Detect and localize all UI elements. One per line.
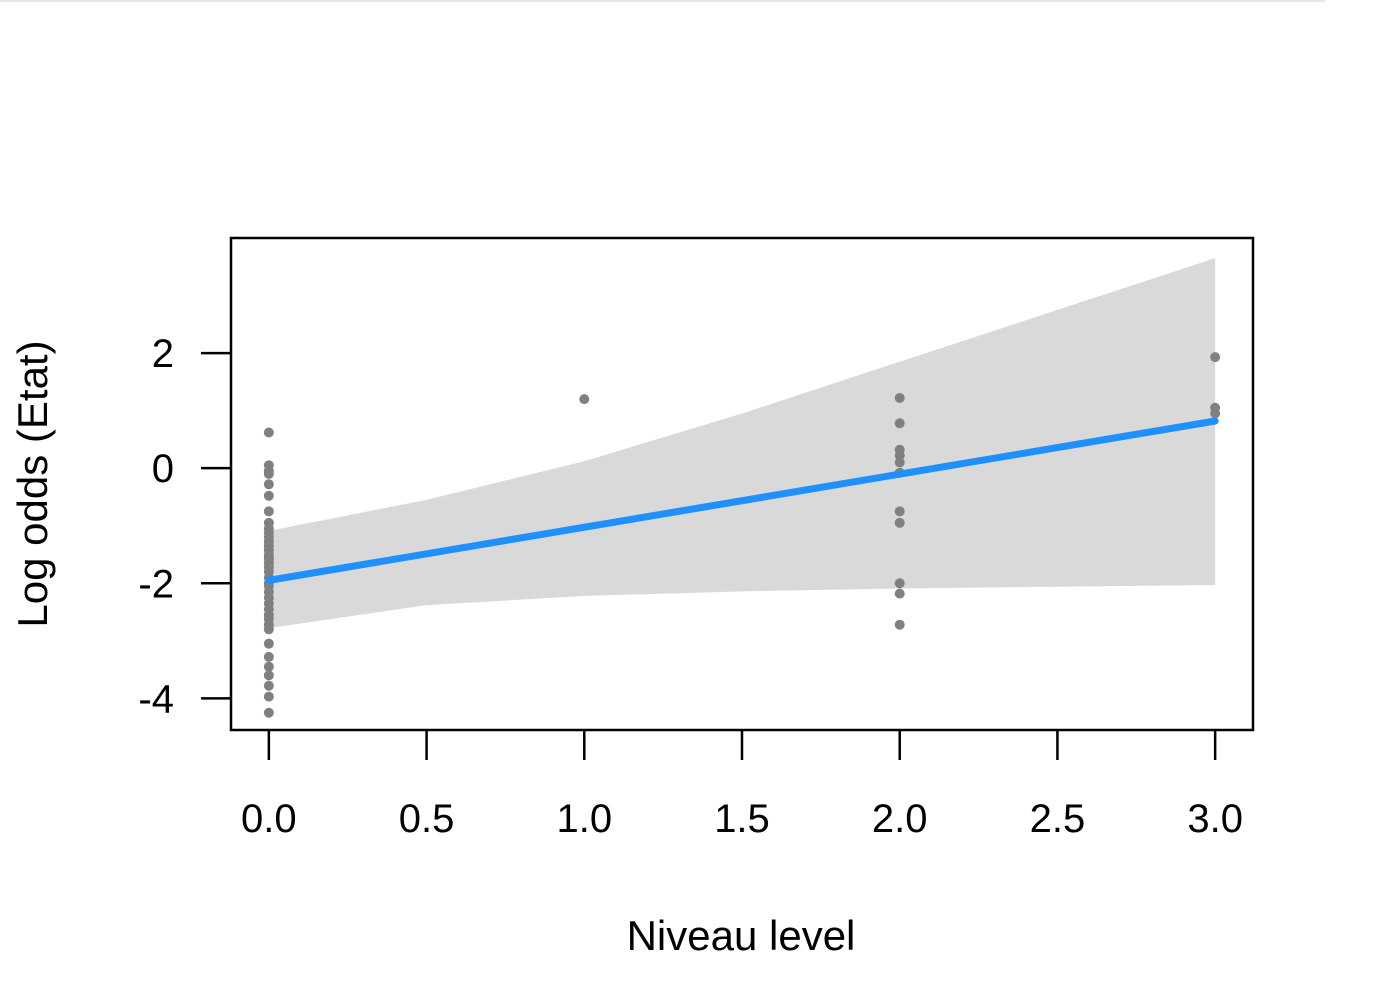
data-point xyxy=(894,588,905,599)
x-tick-label: 2.0 xyxy=(872,797,928,841)
data-point xyxy=(263,479,274,490)
data-point xyxy=(894,578,905,589)
data-point xyxy=(263,670,274,681)
y-tick-label: -4 xyxy=(138,677,174,721)
confidence-band xyxy=(268,258,1216,629)
data-point xyxy=(894,392,905,403)
y-tick-label: 2 xyxy=(152,332,174,376)
data-point xyxy=(1210,352,1221,363)
x-tick-label: 1.5 xyxy=(714,797,770,841)
y-tick-label: 0 xyxy=(152,447,174,491)
data-point xyxy=(894,418,905,429)
x-axis: 0.0 0.5 1.0 1.5 2.0 2.5 3.0 xyxy=(241,730,1243,841)
point-layer xyxy=(263,352,1221,718)
fit-line xyxy=(265,417,1219,584)
x-tick-label: 3.0 xyxy=(1187,797,1243,841)
data-point xyxy=(1210,408,1221,419)
x-tick-label: 1.0 xyxy=(556,797,612,841)
fit-line-layer xyxy=(265,417,1219,584)
y-axis: 2 0 -2 -4 xyxy=(138,332,231,721)
y-tick-label: -2 xyxy=(138,562,174,606)
data-point xyxy=(263,506,274,517)
top-rule xyxy=(0,0,1325,2)
x-tick-label: 2.5 xyxy=(1030,797,1086,841)
data-point xyxy=(263,638,274,649)
data-point xyxy=(263,651,274,662)
y-axis-title: Log odds (Etat) xyxy=(9,340,56,627)
x-axis-title: Niveau level xyxy=(627,912,856,959)
data-point xyxy=(894,450,905,461)
data-point xyxy=(894,506,905,517)
data-point xyxy=(263,661,274,672)
data-point xyxy=(263,680,274,691)
data-point xyxy=(894,517,905,528)
data-point xyxy=(263,624,274,635)
data-point xyxy=(894,619,905,630)
x-tick-label: 0.0 xyxy=(241,797,297,841)
data-point xyxy=(263,552,274,563)
data-point xyxy=(579,394,590,405)
data-point xyxy=(263,468,274,479)
data-point xyxy=(263,691,274,702)
data-point xyxy=(263,707,274,718)
data-point xyxy=(894,457,905,468)
confidence-band-layer xyxy=(268,258,1216,629)
x-tick-label: 0.5 xyxy=(399,797,455,841)
data-point xyxy=(263,490,274,501)
data-point xyxy=(263,427,274,438)
